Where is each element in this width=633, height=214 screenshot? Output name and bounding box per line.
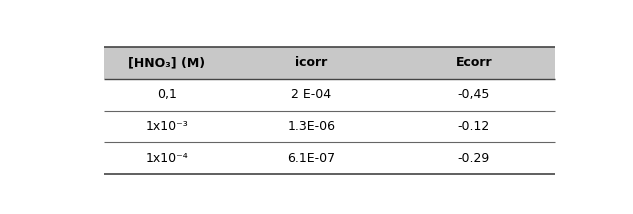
Text: [HNO₃] (M): [HNO₃] (M) [128, 56, 205, 70]
Text: -0.12: -0.12 [458, 120, 490, 133]
Text: 1x10⁻⁴: 1x10⁻⁴ [146, 152, 188, 165]
Bar [104, 47, 555, 79]
Text: 1.3E-06: 1.3E-06 [287, 120, 335, 133]
Text: icorr: icorr [295, 56, 327, 70]
Text: 2 E-04: 2 E-04 [291, 88, 331, 101]
Text: 6.1E-07: 6.1E-07 [287, 152, 335, 165]
Text: 0,1: 0,1 [157, 88, 177, 101]
Text: Ecorr: Ecorr [455, 56, 492, 70]
Text: -0,45: -0,45 [458, 88, 490, 101]
Text: 1x10⁻³: 1x10⁻³ [146, 120, 188, 133]
Text: -0.29: -0.29 [458, 152, 490, 165]
